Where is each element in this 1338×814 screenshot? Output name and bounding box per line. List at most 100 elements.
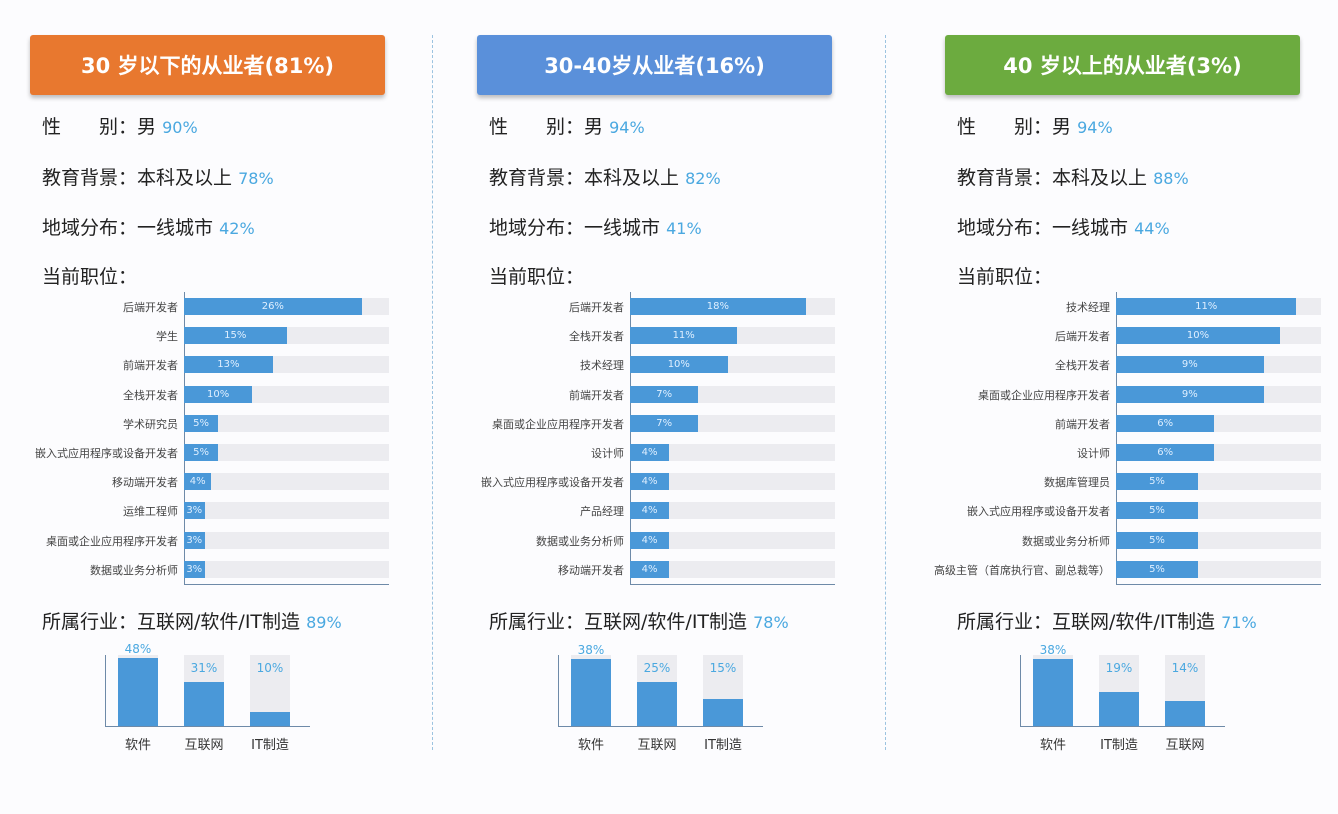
edu-percent: 82%: [685, 169, 721, 188]
bar: [184, 531, 205, 549]
y-axis-line: [184, 292, 185, 584]
bar-value-label: 9%: [1181, 359, 1198, 371]
age-group-column-3: 40 岁以上的从业者(3%) 性 别：男 94% 教育背景：本科及以上 88% 地域分…: [934, 0, 1338, 814]
bar-category-label: 后端开发者: [1055, 330, 1110, 344]
bar-category-label: IT制造: [704, 738, 742, 753]
bar: [184, 444, 219, 461]
v-x-axis-line: [558, 726, 763, 727]
gender-row: 性 别：男 90%: [42, 112, 198, 139]
industry-percent: 89%: [306, 613, 342, 632]
gender-value: 男: [1052, 116, 1072, 138]
gender-row: 性 别：男 94%: [489, 112, 645, 139]
bar: [637, 681, 677, 726]
bar-value-label: 6%: [1157, 447, 1174, 458]
bar-value-label: 14%: [1171, 661, 1199, 675]
column-divider: [432, 35, 433, 750]
edu-row: 教育背景：本科及以上 88%: [957, 163, 1189, 190]
position-label: 当前职位：: [489, 266, 585, 288]
region-label: 地域分布：: [42, 217, 138, 239]
bar-value-label: 19%: [1105, 661, 1133, 675]
region-percent: 41%: [666, 219, 702, 238]
bar: [1116, 327, 1280, 345]
bar-value-label: 5%: [1149, 505, 1165, 517]
bar-category-label: 数据或业务分析师: [536, 534, 624, 548]
bar-value-label: 38%: [1039, 642, 1067, 657]
bar-value-label: 10%: [207, 388, 230, 400]
bar-category-label: 桌面或企业应用程序开发者: [978, 388, 1110, 402]
bar: [1099, 692, 1139, 726]
bar-category-label: 设计师: [1077, 447, 1110, 460]
bar-category-label: 运维工程师: [123, 505, 178, 519]
bar-value-label: 11%: [1195, 301, 1218, 312]
bar-value-label: 18%: [706, 301, 729, 312]
y-axis-line: [630, 292, 631, 584]
x-axis-line: [630, 584, 835, 585]
v-y-axis-line: [105, 655, 106, 726]
gender-percent: 94%: [609, 118, 645, 137]
bar: [630, 414, 699, 432]
position-label: 当前职位：: [42, 266, 138, 288]
column-divider: [885, 35, 886, 750]
bar: [1033, 658, 1073, 726]
bar-category-label: 前端开发者: [123, 359, 178, 373]
bar-category-label: 全栈开发者: [1055, 359, 1110, 373]
bar-value-label: 10%: [667, 359, 690, 371]
industry-percent: 78%: [753, 613, 789, 632]
bar-category-label: 后端开发者: [123, 301, 178, 314]
bar: [630, 560, 670, 578]
bar: [184, 473, 212, 491]
bar-value-label: 11%: [672, 330, 695, 342]
bar-category-label: 前端开发者: [569, 388, 624, 402]
bar-value-label: 4%: [641, 476, 658, 488]
bar-track: [630, 473, 835, 491]
region-label: 地域分布：: [489, 217, 585, 239]
bar: [703, 699, 743, 726]
bar-track: [630, 531, 835, 549]
bar-category-label: 桌面或企业应用程序开发者: [492, 417, 624, 431]
bar-value-label: 31%: [190, 661, 218, 675]
bar-value-label: 5%: [1149, 476, 1165, 488]
industry-label: 所属行业：: [489, 611, 585, 633]
bar-category-label: 嵌入式应用程序或设备开发者: [35, 447, 178, 460]
region-percent: 44%: [1134, 219, 1170, 238]
region-percent: 42%: [219, 219, 255, 238]
bar-category-label: 全栈开发者: [569, 330, 624, 344]
bar-category-label: 软件: [577, 738, 604, 753]
edu-percent: 78%: [238, 169, 274, 188]
bar-value-label: 3%: [186, 505, 203, 517]
bar-track: [630, 502, 835, 520]
industry-label: 所属行业：: [42, 611, 138, 633]
bar-category-label: 软件: [1039, 738, 1066, 753]
group-header: 30 岁以下的从业者(81%): [30, 35, 385, 95]
gender-percent: 94%: [1077, 118, 1113, 137]
bar: [630, 385, 699, 403]
v-x-axis-line: [105, 726, 310, 727]
bar-value-label: 4%: [189, 476, 206, 488]
bar-category-label: 全栈开发者: [123, 388, 178, 402]
bar-value-label: 5%: [1149, 534, 1165, 546]
bar-category-label: 移动端开发者: [558, 563, 624, 577]
gender-row: 性 别：男 94%: [957, 112, 1113, 139]
bar-value-label: 4%: [641, 447, 658, 458]
bar: [1116, 502, 1198, 520]
v-x-axis-line: [1020, 726, 1225, 727]
bar-category-label: 移动端开发者: [112, 476, 178, 490]
bar-track: [184, 531, 389, 549]
bar-category-label: 学生: [156, 330, 178, 344]
bar-value-label: 5%: [1149, 563, 1165, 575]
edu-label: 教育背景：: [957, 167, 1053, 189]
bar: [630, 327, 738, 345]
edu-value: 本科及以上: [1052, 167, 1148, 189]
bar-value-label: 7%: [656, 417, 673, 429]
bar: [1116, 531, 1198, 549]
bar-value-label: 10%: [256, 661, 284, 675]
bar: [184, 298, 362, 315]
age-group-column-1: 30 岁以下的从业者(81%) 性 别：男 90% 教育背景：本科及以上 78% 地域…: [30, 0, 450, 814]
bar-value-label: 15%: [709, 661, 737, 675]
bar-category-label: 前端开发者: [1055, 417, 1110, 431]
bar-category-label: 嵌入式应用程序或设备开发者: [481, 476, 624, 490]
bar: [184, 385, 253, 403]
edu-row: 教育背景：本科及以上 78%: [42, 163, 274, 190]
edu-label: 教育背景：: [489, 167, 585, 189]
bar-value-label: 25%: [643, 661, 671, 675]
